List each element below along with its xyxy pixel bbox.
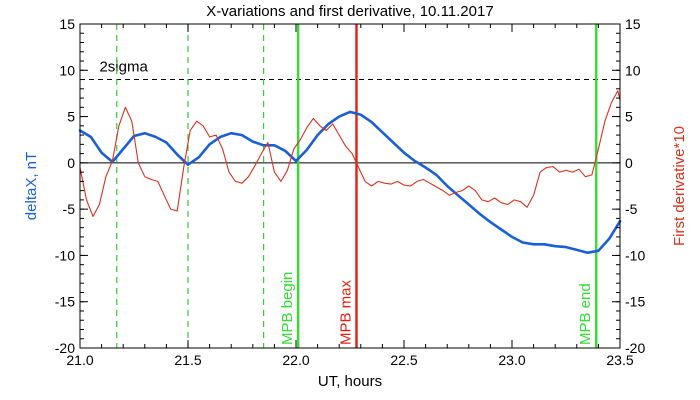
y-tick-label-left: 15 [59,16,75,32]
y-tick-label-left: -15 [55,294,75,310]
y-tick-label-left: -5 [63,201,76,217]
y-axis-label-left: deltaX, nT [23,152,40,220]
label-mpb-end: MPB end [577,283,594,345]
y-tick-label-right: -10 [625,247,645,263]
plot-area: 2sigma MPB begin MPB max MPB end 21.0 21.5 22.… [55,16,646,368]
label-2sigma: 2sigma [99,59,148,76]
y-tick-label-right: 15 [625,16,641,32]
y-axis-label-right: First derivative*10 [671,126,688,246]
y-tick-label-left: -20 [55,340,75,356]
y-tick-label-right: -20 [625,340,645,356]
x-tick-label: 22.5 [390,352,417,368]
y-tick-label-left: 10 [59,62,75,78]
y-tick-label-left: 0 [67,155,75,171]
x-tick-label: 21.5 [174,352,201,368]
x-tick-label: 23.0 [498,352,525,368]
chart-title: X-variations and first derivative, 10.11… [206,3,493,20]
series-deltaX [78,110,622,254]
y-tick-label-left: 5 [67,109,75,125]
plot-frame [79,23,621,349]
x-axis-label: UT, hours [318,373,382,390]
x-tick-label: 23.5 [606,352,633,368]
label-mpb-max: MPB max [337,279,354,345]
y-tick-label-right: -5 [625,201,638,217]
y-tick-label-right: -15 [625,294,645,310]
x-tick-label: 22.0 [282,352,309,368]
y-tick-label-left: -10 [55,247,75,263]
y-tick-label-right: 0 [625,155,633,171]
y-tick-label-right: 10 [625,62,641,78]
y-tick-label-right: 5 [625,109,633,125]
series-derivative [79,90,621,218]
label-mpb-begin: MPB begin [279,272,296,345]
x-tick-label: 21.0 [66,352,93,368]
